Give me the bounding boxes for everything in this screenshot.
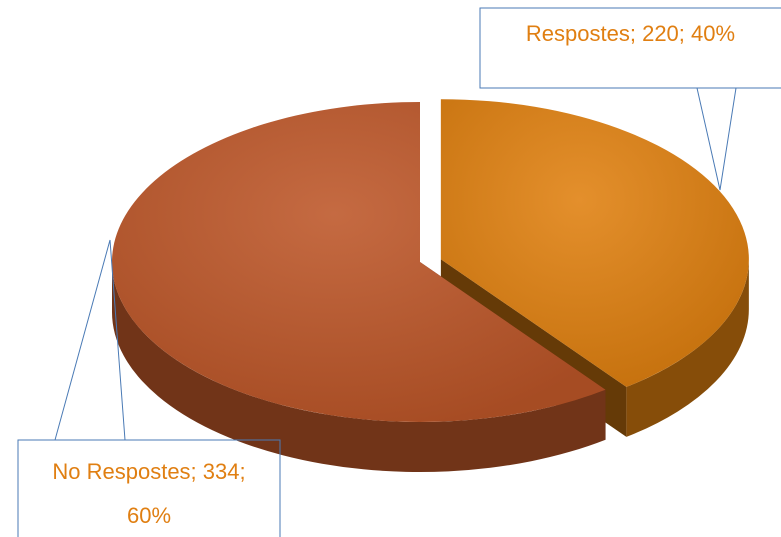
slice-side (112, 262, 606, 472)
slice-shading (440, 99, 749, 387)
label-box (17, 439, 281, 537)
slice-shading (112, 102, 606, 422)
data-label: No Respostes; 334; 60% (52, 459, 246, 528)
slice-side (626, 259, 749, 437)
leader-line (696, 87, 737, 191)
label-box (479, 7, 781, 89)
data-label: Respostes; 220; 40% (525, 21, 736, 46)
leader-line (54, 239, 126, 441)
